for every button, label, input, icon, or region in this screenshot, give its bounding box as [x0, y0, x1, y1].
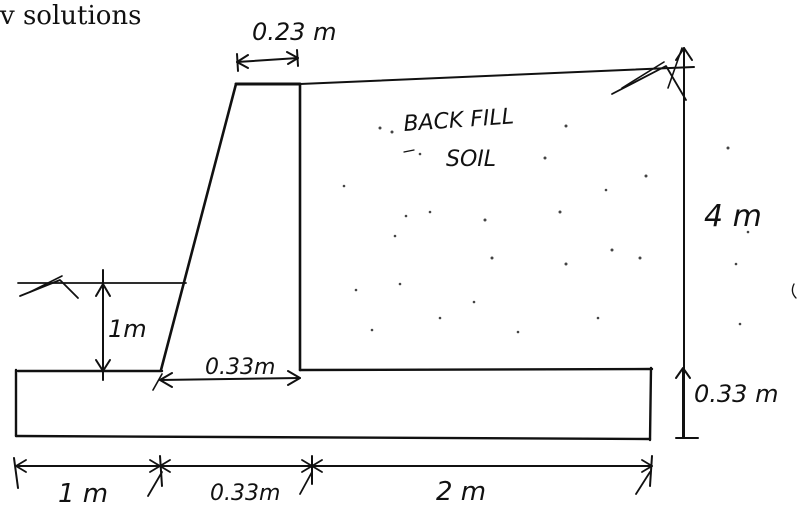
- top-width-dimension: [236, 49, 299, 72]
- backfill-label-line-1: BACK FILL: [403, 104, 515, 137]
- front-ground-hatch-symbol: [19, 275, 79, 299]
- backfill-hatch-symbol: [611, 47, 687, 101]
- stem-bottom-label: 0.33m: [210, 481, 280, 506]
- stem-base-label: 0.33m: [205, 355, 275, 380]
- height-label: 4 m: [704, 199, 762, 234]
- stem-base-dimension: [152, 370, 301, 391]
- backfill-label-line-2: SOIL: [446, 147, 496, 172]
- bottom-dimension-chain: [13, 455, 653, 497]
- wall-stem: [159, 82, 302, 372]
- top-width-label: 0.23 m: [252, 18, 336, 46]
- toe-length-label: 1 m: [58, 479, 108, 509]
- backfill-speckles: [342, 124, 797, 334]
- heel-length-label: 2 m: [436, 477, 486, 507]
- front-depth-dimension: [95, 269, 111, 381]
- base-thickness-dimension: [675, 367, 699, 439]
- backfill-surface-line: [299, 66, 695, 85]
- page-header-fragment: v solutions: [0, 1, 142, 31]
- base-slab: [14, 366, 654, 442]
- front-depth-label: 1m: [108, 315, 147, 343]
- base-thickness-label: 0.33 m: [694, 380, 778, 408]
